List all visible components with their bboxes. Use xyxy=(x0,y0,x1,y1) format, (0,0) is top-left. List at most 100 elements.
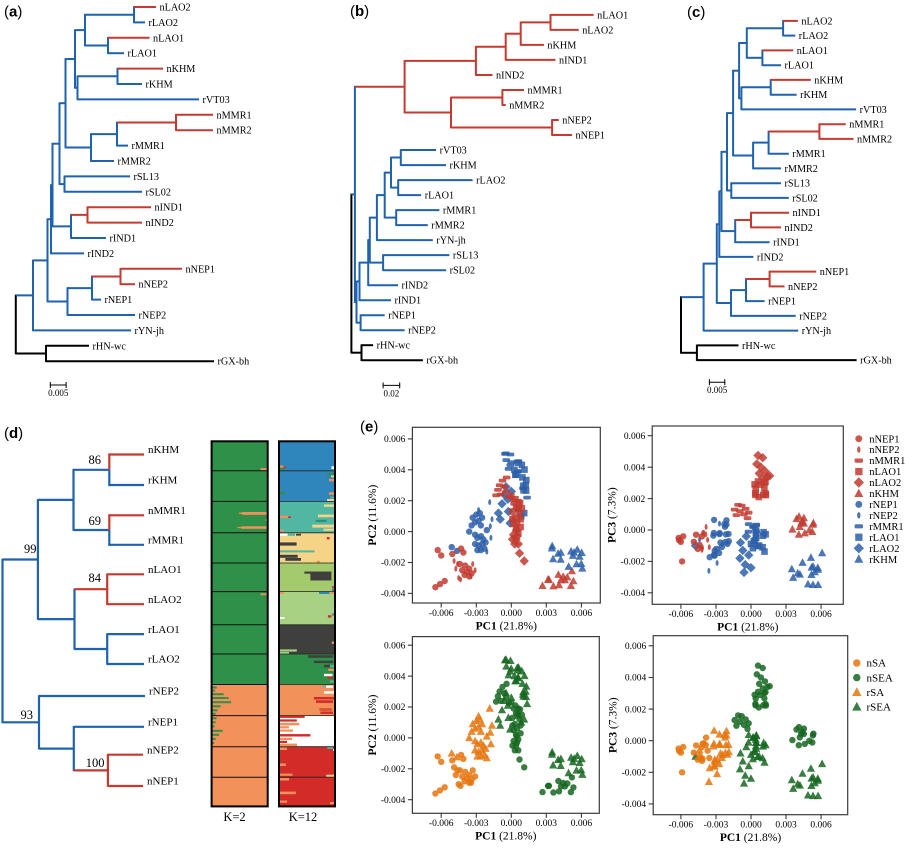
svg-text:0.004: 0.004 xyxy=(625,674,647,684)
svg-text:rNEP1: rNEP1 xyxy=(388,311,416,322)
svg-text:rLAO1: rLAO1 xyxy=(148,624,180,636)
svg-text:rVT03: rVT03 xyxy=(203,95,230,106)
svg-text:0.003: 0.003 xyxy=(775,610,797,620)
svg-text:rLAO1: rLAO1 xyxy=(869,533,899,544)
svg-text:-0.004: -0.004 xyxy=(381,590,406,600)
svg-text:0.000: 0.000 xyxy=(384,528,406,538)
svg-text:0.006: 0.006 xyxy=(810,610,832,620)
svg-text:rKHM: rKHM xyxy=(800,90,827,101)
svg-text:0.003: 0.003 xyxy=(775,821,797,831)
svg-text:PC3 (7.3%): PC3 (7.3%) xyxy=(608,697,620,753)
svg-text:0.005: 0.005 xyxy=(48,388,69,398)
svg-text:nNEP1: nNEP1 xyxy=(186,264,215,275)
svg-text:nNEP2: nNEP2 xyxy=(147,744,179,756)
svg-text:nSA: nSA xyxy=(867,658,887,670)
svg-text:rNEP2: rNEP2 xyxy=(139,311,167,322)
svg-text:nLAO1: nLAO1 xyxy=(597,10,628,21)
svg-text:-0.003: -0.003 xyxy=(464,609,489,619)
svg-text:-0.004: -0.004 xyxy=(622,800,647,810)
svg-text:rNEP1: rNEP1 xyxy=(105,295,133,306)
svg-text:rKHM: rKHM xyxy=(450,161,477,172)
svg-text:nLAO2: nLAO2 xyxy=(582,25,613,36)
svg-text:rMMR1: rMMR1 xyxy=(443,206,476,217)
svg-text:-0.006: -0.006 xyxy=(669,821,694,831)
svg-text:rHN-wc: rHN-wc xyxy=(377,341,411,352)
svg-text:rLAO1: rLAO1 xyxy=(128,49,157,60)
svg-text:0.000: 0.000 xyxy=(501,609,523,619)
svg-text:rKHM: rKHM xyxy=(148,475,178,487)
svg-text:nKHM: nKHM xyxy=(869,489,899,500)
svg-text:69: 69 xyxy=(89,514,102,528)
svg-text:rIND1: rIND1 xyxy=(395,296,422,307)
svg-text:nNEP2: nNEP2 xyxy=(869,445,899,456)
svg-text:rLAO2: rLAO2 xyxy=(476,176,505,187)
svg-text:-0.003: -0.003 xyxy=(704,821,729,831)
svg-text:-0.002: -0.002 xyxy=(621,558,646,568)
svg-text:-0.006: -0.006 xyxy=(669,610,694,620)
svg-text:nNEP1: nNEP1 xyxy=(869,434,899,445)
svg-text:rMMR1: rMMR1 xyxy=(148,535,184,547)
svg-text:rLAO1: rLAO1 xyxy=(425,191,454,202)
svg-text:-0.002: -0.002 xyxy=(381,765,406,775)
svg-text:nMMR1: nMMR1 xyxy=(217,110,252,121)
svg-text:nMMR1: nMMR1 xyxy=(148,505,186,517)
svg-text:0.000: 0.000 xyxy=(740,821,762,831)
svg-text:(c): (c) xyxy=(687,4,705,21)
svg-text:nNEP1: nNEP1 xyxy=(576,131,605,142)
svg-text:-0.004: -0.004 xyxy=(381,796,406,806)
svg-text:93: 93 xyxy=(21,708,34,722)
svg-text:rLAO2: rLAO2 xyxy=(869,544,899,555)
svg-text:rNEP2: rNEP2 xyxy=(408,326,436,337)
svg-text:nNEP1: nNEP1 xyxy=(820,267,849,278)
svg-text:0.006: 0.006 xyxy=(384,641,406,651)
svg-text:-0.002: -0.002 xyxy=(622,769,647,779)
svg-text:rGX-bh: rGX-bh xyxy=(426,356,458,367)
svg-text:nMMR1: nMMR1 xyxy=(869,456,905,467)
svg-text:nIND1: nIND1 xyxy=(155,203,183,214)
svg-text:nMMR2: nMMR2 xyxy=(857,134,892,145)
svg-text:nIND2: nIND2 xyxy=(496,71,524,82)
svg-text:0.000: 0.000 xyxy=(625,737,647,747)
svg-text:(a): (a) xyxy=(4,4,22,21)
svg-text:-0.003: -0.003 xyxy=(464,819,489,829)
svg-text:nKHM: nKHM xyxy=(148,444,179,456)
svg-text:99: 99 xyxy=(24,542,37,556)
svg-text:nIND1: nIND1 xyxy=(793,208,821,219)
svg-text:nMMR1: nMMR1 xyxy=(528,86,563,97)
svg-text:rYN-jh: rYN-jh xyxy=(135,326,164,337)
svg-text:(e): (e) xyxy=(360,419,378,436)
svg-text:0.005: 0.005 xyxy=(707,385,728,395)
svg-text:nKHM: nKHM xyxy=(167,64,196,75)
svg-text:PC1 (21.8%): PC1 (21.8%) xyxy=(476,620,538,632)
svg-text:K=2: K=2 xyxy=(223,810,245,824)
svg-text:rMMR2: rMMR2 xyxy=(431,221,464,232)
svg-text:PC1 (21.8%): PC1 (21.8%) xyxy=(717,622,779,634)
svg-text:0.000: 0.000 xyxy=(624,526,646,536)
svg-text:rNEP2: rNEP2 xyxy=(869,511,898,522)
svg-text:(d): (d) xyxy=(4,425,23,442)
svg-text:nLAO2: nLAO2 xyxy=(148,594,182,606)
svg-text:rHN-wc: rHN-wc xyxy=(742,341,776,352)
svg-text:rNEP1: rNEP1 xyxy=(768,297,796,308)
svg-text:nNEP2: nNEP2 xyxy=(788,282,817,293)
svg-text:0.006: 0.006 xyxy=(624,432,646,442)
svg-text:84: 84 xyxy=(89,571,102,585)
svg-text:rYN-jh: rYN-jh xyxy=(802,326,831,337)
svg-text:rIND2: rIND2 xyxy=(88,249,115,260)
svg-text:nIND1: nIND1 xyxy=(559,55,587,66)
svg-text:rNEP1: rNEP1 xyxy=(869,500,898,511)
svg-text:PC1 (21.8%): PC1 (21.8%) xyxy=(720,832,782,844)
svg-text:0.002: 0.002 xyxy=(384,497,406,507)
svg-text:0.002: 0.002 xyxy=(625,705,647,715)
svg-text:rYN-jh: rYN-jh xyxy=(436,236,465,247)
svg-text:0.006: 0.006 xyxy=(384,435,406,445)
svg-text:PC1 (21.8%): PC1 (21.8%) xyxy=(475,831,537,843)
svg-text:0.003: 0.003 xyxy=(536,819,558,829)
svg-text:rIND1: rIND1 xyxy=(110,234,137,245)
svg-text:nIND2: nIND2 xyxy=(785,223,813,234)
svg-text:rVT03: rVT03 xyxy=(440,146,467,157)
svg-text:nKHM: nKHM xyxy=(814,75,843,86)
svg-text:rSL13: rSL13 xyxy=(134,172,159,183)
svg-text:-0.006: -0.006 xyxy=(429,609,454,619)
svg-text:0.02: 0.02 xyxy=(384,388,400,398)
